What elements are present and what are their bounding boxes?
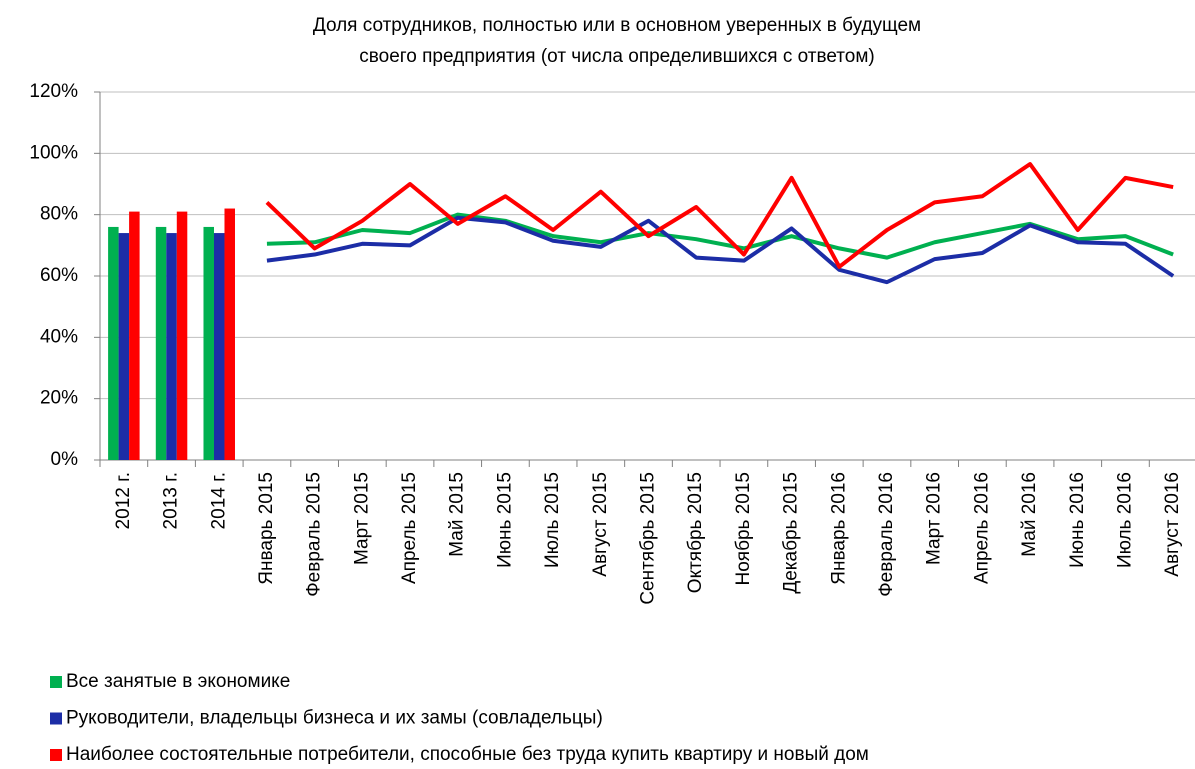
x-tick-label: Май 2015: [447, 472, 468, 557]
legend-label: Руководители, владельцы бизнеса и их зам…: [66, 708, 603, 729]
bar: [118, 233, 130, 460]
bar: [203, 226, 214, 460]
x-tick-label: Август 2016: [1162, 472, 1183, 577]
bar: [155, 226, 167, 460]
legend-swatch: [50, 676, 62, 688]
legend-label: Наиболее состоятельные потребители, спос…: [66, 744, 869, 765]
x-tick-label: 2014 г.: [208, 472, 229, 529]
chart-title: своего предприятия (от числа определивши…: [359, 46, 875, 67]
x-tick-label: 2013 г.: [161, 472, 182, 529]
bar: [129, 211, 140, 460]
legend-label: Все занятые в экономике: [66, 671, 290, 692]
bar: [213, 233, 225, 460]
x-tick-label: Июнь 2015: [494, 472, 515, 568]
x-tick-label: Июнь 2016: [1067, 472, 1088, 568]
x-tick-label: Август 2015: [590, 472, 611, 577]
legend-swatch: [50, 749, 62, 761]
y-tick-label: 0%: [51, 449, 79, 470]
x-tick-label: Июль 2016: [1114, 472, 1135, 568]
x-tick-label: Сентябрь 2015: [638, 472, 659, 605]
y-tick-label: 100%: [29, 142, 78, 163]
x-tick-label: Октябрь 2015: [685, 472, 706, 593]
x-tick-label: Январь 2016: [828, 472, 849, 585]
bar: [166, 233, 177, 460]
y-tick-label: 120%: [29, 81, 78, 102]
chart-title: Доля сотрудников, полностью или в основн…: [313, 15, 921, 36]
line: [265, 162, 1174, 269]
x-tick-label: Январь 2015: [256, 472, 277, 585]
x-tick-label: Март 2016: [924, 472, 945, 565]
bar: [108, 226, 119, 460]
line: [266, 215, 1175, 285]
y-tick-label: 20%: [40, 388, 78, 409]
line: [266, 212, 1174, 260]
x-tick-label: Февраль 2016: [876, 472, 897, 597]
x-tick-label: Декабрь 2015: [781, 472, 802, 594]
x-tick-label: Ноябрь 2015: [733, 472, 754, 585]
x-tick-label: 2012 г.: [113, 472, 134, 529]
y-tick-label: 60%: [40, 265, 78, 286]
x-tick-label: Май 2016: [1019, 472, 1040, 557]
x-tick-label: Апрель 2016: [971, 472, 992, 584]
x-tick-label: Февраль 2015: [304, 472, 325, 597]
x-tick-label: Июль 2015: [542, 472, 563, 568]
y-tick-label: 40%: [40, 326, 78, 347]
x-tick-label: Март 2015: [351, 472, 372, 565]
legend-swatch: [50, 712, 62, 725]
bar: [176, 211, 188, 460]
x-tick-label: Апрель 2015: [399, 472, 420, 584]
bar: [224, 208, 235, 460]
y-tick-label: 80%: [40, 204, 78, 225]
